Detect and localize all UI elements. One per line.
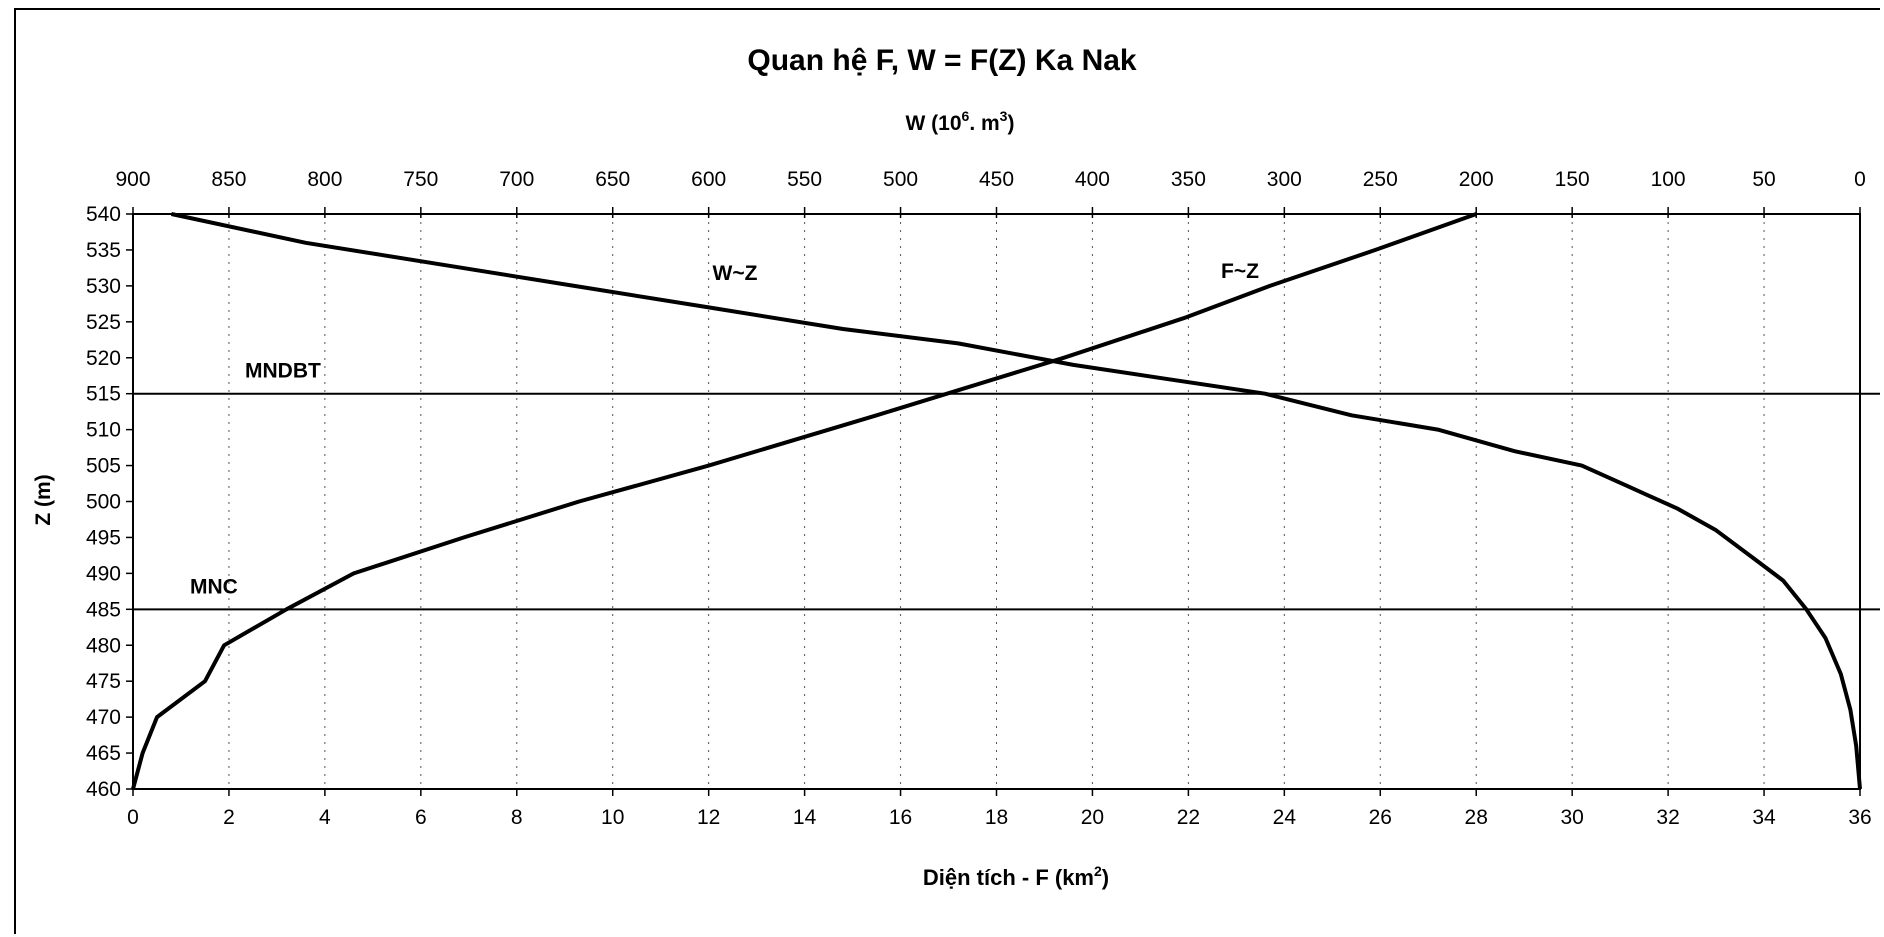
series-line-f-z (131, 212, 1477, 790)
x-bottom-tick-label: 2 (223, 806, 235, 829)
reference-lines: MNDBT MNC (133, 360, 1880, 611)
x-top-tick-label: 550 (787, 168, 822, 191)
reference-label-mnc: MNC (190, 575, 238, 598)
tick-labels: 4604654704754804854904955005055105155205… (86, 168, 1872, 829)
y-tick-label: 535 (86, 239, 121, 262)
y-tick-label: 520 (86, 347, 121, 370)
x-top-tick-label: 400 (1075, 168, 1110, 191)
top-axis-label: W (106. m3) (906, 108, 1015, 135)
x-bottom-tick-label: 6 (415, 806, 427, 829)
x-bottom-tick-label: 16 (889, 806, 912, 829)
x-bottom-tick-label: 24 (1273, 806, 1297, 829)
x-bottom-tick-label: 14 (793, 806, 817, 829)
x-top-tick-label: 900 (115, 168, 150, 191)
y-tick-label: 525 (86, 311, 121, 334)
y-tick-label: 490 (86, 562, 121, 585)
x-bottom-tick-label: 4 (319, 806, 331, 829)
x-top-tick-label: 750 (403, 168, 438, 191)
x-top-tick-label: 650 (595, 168, 630, 191)
x-bottom-tick-label: 22 (1177, 806, 1200, 829)
x-top-tick-label: 0 (1854, 168, 1866, 191)
x-top-tick-label: 250 (1363, 168, 1398, 191)
x-bottom-tick-label: 10 (601, 806, 624, 829)
y-tick-label: 500 (86, 491, 121, 514)
y-tick-label: 510 (86, 419, 121, 442)
x-top-tick-label: 150 (1555, 168, 1590, 191)
y-tick-label: 485 (86, 598, 121, 621)
x-top-tick-label: 600 (691, 168, 726, 191)
y-tick-label: 515 (86, 383, 121, 406)
y-tick-label: 470 (86, 706, 121, 729)
y-tick-label: 505 (86, 455, 121, 478)
y-tick-label: 530 (86, 275, 121, 298)
x-bottom-tick-label: 36 (1848, 806, 1871, 829)
x-bottom-tick-label: 28 (1465, 806, 1488, 829)
x-top-tick-label: 300 (1267, 168, 1302, 191)
y-tick-label: 460 (86, 778, 121, 801)
chart-title: Quan hệ F, W = F(Z) Ka Nak (747, 44, 1137, 77)
grid (228, 214, 1765, 789)
x-bottom-tick-label: 12 (697, 806, 720, 829)
x-bottom-tick-label: 0 (127, 806, 139, 829)
x-bottom-tick-label: 32 (1656, 806, 1679, 829)
axes (126, 207, 1861, 796)
y-tick-label: 540 (86, 203, 121, 226)
x-bottom-tick-label: 34 (1752, 806, 1776, 829)
x-bottom-tick-label: 30 (1560, 806, 1583, 829)
x-top-tick-label: 700 (499, 168, 534, 191)
x-top-tick-label: 200 (1459, 168, 1494, 191)
x-bottom-tick-label: 18 (985, 806, 1008, 829)
chart-frame (14, 8, 1880, 934)
series-label-f-z: F~Z (1221, 260, 1259, 283)
series-lines: F~Z W~Z (131, 212, 1862, 790)
y-axis-label: Z (m) (32, 474, 55, 525)
x-top-tick-label: 100 (1651, 168, 1686, 191)
x-top-tick-label: 500 (883, 168, 918, 191)
x-top-tick-label: 50 (1752, 168, 1775, 191)
y-tick-label: 495 (86, 526, 121, 549)
y-tick-label: 475 (86, 670, 121, 693)
reference-label-mndbt: MNDBT (245, 360, 321, 383)
x-top-tick-label: 450 (979, 168, 1014, 191)
x-top-tick-label: 350 (1171, 168, 1206, 191)
x-bottom-tick-label: 26 (1369, 806, 1392, 829)
y-tick-label: 465 (86, 742, 121, 765)
x-bottom-tick-label: 20 (1081, 806, 1104, 829)
y-tick-label: 480 (86, 634, 121, 657)
series-label-w-z: W~Z (713, 262, 758, 285)
x-bottom-tick-label: 8 (511, 806, 523, 829)
bottom-axis-label: Diện tích - F (km2) (923, 863, 1109, 890)
x-top-tick-label: 850 (211, 168, 246, 191)
x-top-tick-label: 800 (307, 168, 342, 191)
series-line-w-z (170, 212, 1862, 790)
